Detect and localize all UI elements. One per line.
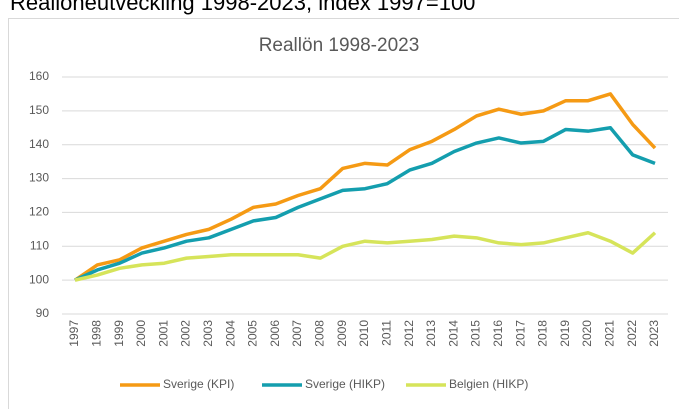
caption: Reallöneutveckling 1998-2023, index 1997… (10, 0, 475, 15)
y-tick-label: 140 (29, 137, 49, 151)
x-tick-label: 2019 (558, 320, 572, 347)
x-tick-label: 2002 (179, 320, 193, 347)
x-tick-label: 2022 (625, 320, 639, 347)
y-tick-label: 120 (29, 205, 49, 219)
x-tick-label: 2017 (513, 320, 527, 347)
x-tick-label: 1997 (67, 320, 81, 347)
x-tick-label: 2006 (268, 320, 282, 347)
x-tick-label: 2003 (201, 320, 215, 347)
x-tick-label: 2016 (491, 320, 505, 347)
x-tick-label: 2005 (246, 320, 260, 347)
x-tick-label: 2010 (357, 320, 371, 347)
series-line (74, 92, 657, 282)
x-tick-label: 2020 (580, 320, 594, 347)
x-tick-label: 2008 (313, 320, 327, 347)
x-tick-label: 2014 (446, 320, 460, 347)
y-tick-label: 160 (29, 69, 49, 83)
chart-title: Reallön 1998-2023 (259, 35, 420, 56)
legend-label: Belgien (HIKP) (449, 377, 528, 391)
series-line (74, 126, 656, 282)
x-tick-label: 2012 (402, 320, 416, 347)
y-tick-label: 130 (29, 171, 49, 185)
x-tick-label: 2023 (647, 320, 661, 347)
x-tick-label: 2018 (536, 320, 550, 347)
y-tick-label: 110 (30, 238, 49, 252)
x-tick-label: 2007 (290, 320, 304, 347)
y-tick-label: 100 (29, 272, 49, 286)
y-tick-label: 90 (36, 306, 50, 320)
chart-frame (8, 18, 679, 409)
legend-label: Sverige (HIKP) (305, 377, 385, 391)
x-tick-label: 1999 (112, 320, 126, 347)
x-tick-label: 2001 (156, 320, 170, 347)
x-tick-label: 2021 (603, 320, 617, 347)
legend-label: Sverige (KPI) (163, 377, 234, 391)
series-line (74, 230, 657, 282)
x-tick-label: 2004 (223, 320, 237, 347)
x-tick-label: 1998 (89, 320, 103, 347)
y-tick-label: 150 (29, 103, 49, 117)
x-tick-label: 2011 (379, 320, 393, 346)
x-tick-label: 2000 (134, 320, 148, 347)
x-tick-label: 2013 (424, 320, 438, 347)
x-tick-label: 2015 (469, 320, 483, 347)
x-tick-label: 2009 (335, 320, 349, 347)
